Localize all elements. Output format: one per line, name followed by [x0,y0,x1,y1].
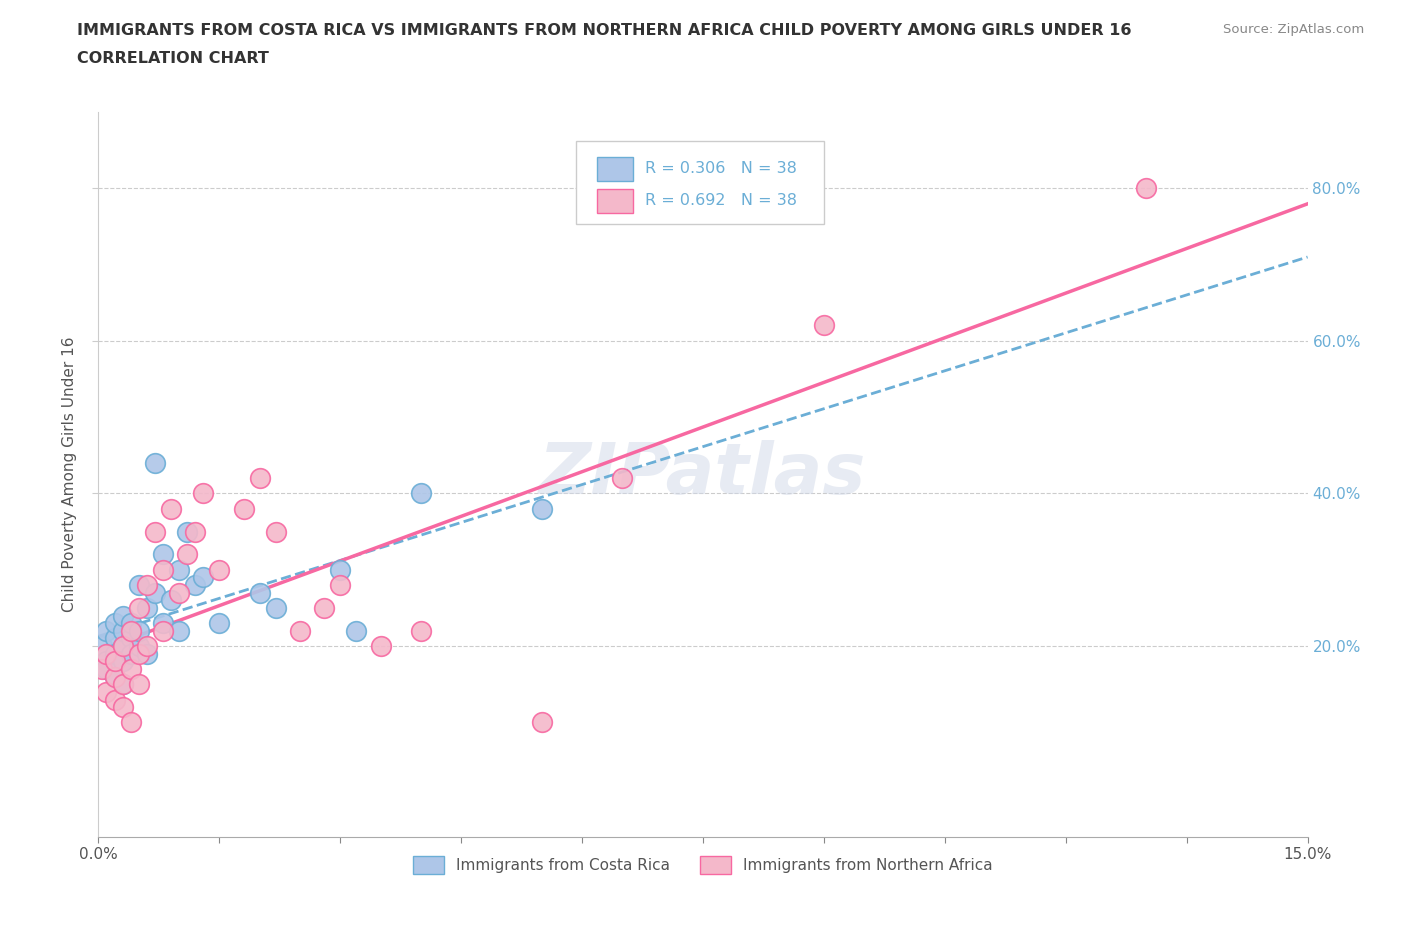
Point [409,486,432,501]
Point [314,601,336,616]
Point [329,563,352,578]
Point [128,639,150,654]
Legend: Immigrants from Costa Rica, Immigrants from Northern Africa: Immigrants from Costa Rica, Immigrants f… [406,850,1000,880]
Point [96,654,118,669]
Y-axis label: Child Poverty Among Girls Under 16: Child Poverty Among Girls Under 16 [62,337,77,612]
Point [111,639,134,654]
Point [120,623,142,638]
Text: R = 0.692   N = 38: R = 0.692 N = 38 [645,193,797,208]
Point [103,670,125,684]
Point [111,677,134,692]
Point [135,646,157,661]
Point [91,661,114,676]
Point [152,623,174,638]
Point [103,670,125,684]
Point [103,616,125,631]
Point [193,486,215,501]
Point [135,639,157,654]
Point [530,501,553,516]
Point [143,585,166,600]
Point [128,601,150,616]
Point [111,654,134,669]
Point [111,608,134,623]
Point [370,639,392,654]
Point [249,585,271,600]
Point [1135,180,1157,195]
Point [184,525,207,539]
Point [111,623,134,638]
Point [167,585,190,600]
Point [193,570,215,585]
Point [167,563,190,578]
Point [135,578,157,592]
Text: Source: ZipAtlas.com: Source: ZipAtlas.com [1223,23,1364,36]
Point [288,623,311,638]
Point [103,646,125,661]
Text: ZIPatlas: ZIPatlas [540,440,866,509]
Point [128,677,150,692]
Point [184,578,207,592]
Point [232,501,254,516]
Point [128,646,150,661]
Point [264,525,287,539]
Point [103,631,125,646]
Point [208,616,231,631]
Point [143,525,166,539]
Text: R = 0.306   N = 38: R = 0.306 N = 38 [645,161,797,176]
Point [91,639,114,654]
Point [120,661,142,676]
Point [176,547,198,562]
Bar [596,189,633,213]
Point [96,646,118,661]
Point [530,715,553,730]
Point [612,471,634,485]
Point [111,677,134,692]
Point [103,692,125,707]
Point [813,318,835,333]
Point [152,547,174,562]
Point [143,456,166,471]
Point [111,699,134,714]
Point [152,616,174,631]
Point [128,623,150,638]
Point [167,623,190,638]
Point [176,525,198,539]
Text: CORRELATION CHART: CORRELATION CHART [77,51,269,66]
Point [96,684,118,699]
Point [208,563,231,578]
Point [96,623,118,638]
Point [160,592,183,607]
Point [160,501,183,516]
FancyBboxPatch shape [576,140,824,224]
Text: IMMIGRANTS FROM COSTA RICA VS IMMIGRANTS FROM NORTHERN AFRICA CHILD POVERTY AMON: IMMIGRANTS FROM COSTA RICA VS IMMIGRANTS… [77,23,1132,38]
Point [152,563,174,578]
Point [329,578,352,592]
Point [111,639,134,654]
Point [120,631,142,646]
Point [249,471,271,485]
Point [120,646,142,661]
Point [135,601,157,616]
Point [264,601,287,616]
Point [409,623,432,638]
Point [96,661,118,676]
Point [103,654,125,669]
Point [120,715,142,730]
Point [344,623,367,638]
Bar [596,156,633,180]
Point [128,578,150,592]
Point [120,616,142,631]
